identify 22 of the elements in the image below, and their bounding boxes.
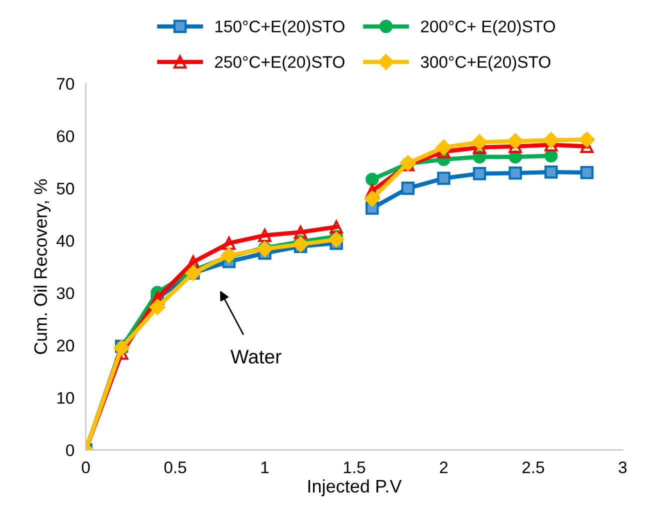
x-tick-label: 2: [440, 462, 448, 474]
y-tick-label: 50: [56, 182, 74, 194]
x-tick-label: 0: [82, 462, 90, 474]
y-tick-label: 60: [57, 130, 74, 142]
x-tick-label: 1.5: [344, 462, 366, 474]
legend-label: 250°C+E(20)STO: [215, 56, 344, 72]
x-axis-title: Injected P.V: [308, 479, 402, 496]
x-tick-label: 0.5: [164, 462, 186, 474]
x-tick-label: 3: [618, 462, 627, 474]
y-tick-label: 10: [57, 392, 74, 404]
y-tick-label: 40: [56, 235, 74, 247]
legend-label: 200°C+ E(20)STO: [421, 20, 555, 36]
y-tick-label: 20: [56, 340, 74, 352]
x-tick-label: 2.5: [522, 462, 544, 474]
y-tick-label: 0: [66, 444, 74, 456]
x-tick-label: 1: [261, 462, 269, 474]
y-tick-label: 70: [57, 78, 74, 90]
y-tick-label: 30: [56, 287, 74, 300]
annotation: Water: [230, 350, 282, 364]
legend-label: 150°C+E(20)STO: [215, 20, 344, 36]
y-axis-title: Cum. Oil Recovery, %: [34, 179, 51, 354]
legend-label: 300°C+E(20)STO: [420, 56, 550, 72]
